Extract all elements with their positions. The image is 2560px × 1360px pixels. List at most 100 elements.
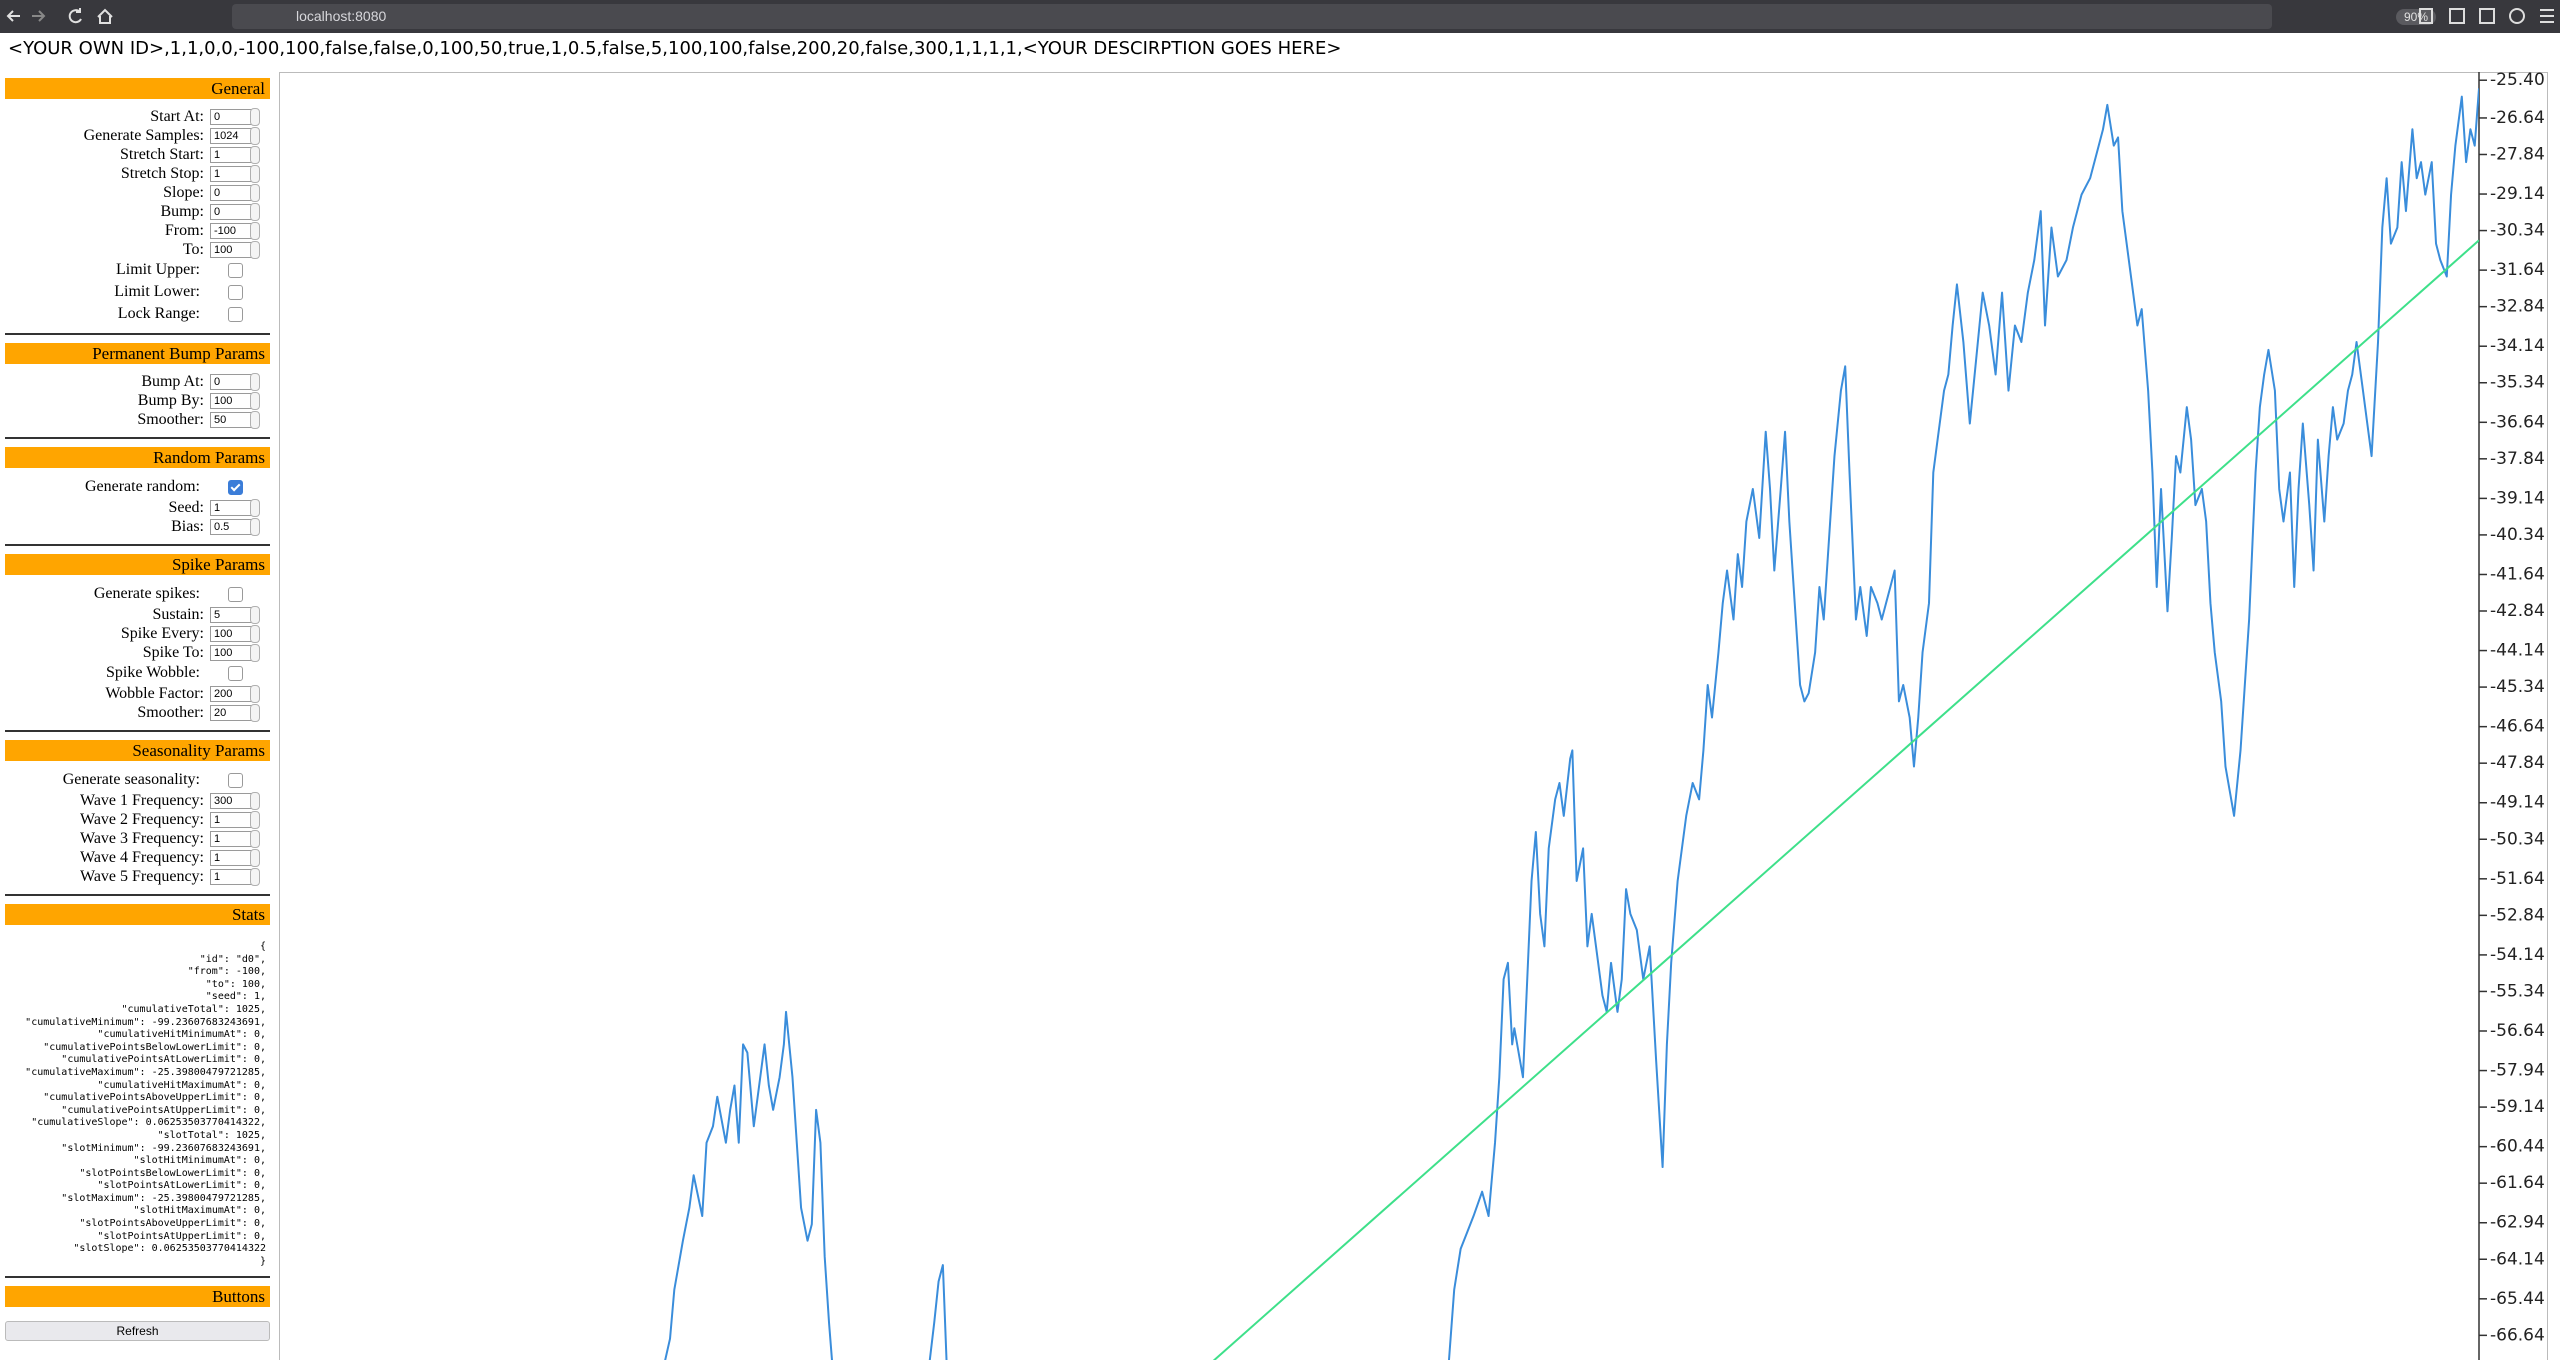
field-label: Stretch Start: — [120, 146, 204, 163]
spinner[interactable] — [250, 811, 260, 829]
number-input[interactable]: 1 — [210, 500, 253, 516]
number-input[interactable]: 0 — [210, 185, 253, 201]
stats-line: } — [259, 1255, 266, 1267]
spinner[interactable] — [250, 625, 260, 643]
number-input[interactable]: 100 — [210, 393, 253, 409]
checkbox[interactable] — [228, 666, 243, 681]
section-header: Seasonality Params — [5, 740, 270, 761]
field-row: Generate Samples: 1024 — [0, 126, 274, 145]
spinner[interactable] — [250, 222, 260, 240]
checkbox[interactable] — [228, 263, 243, 278]
field-label: Wave 4 Frequency: — [80, 849, 204, 866]
field-row: Stretch Start: 1 — [0, 145, 274, 164]
field-label: Wave 1 Frequency: — [80, 792, 204, 809]
number-input[interactable]: 1 — [210, 166, 253, 182]
number-input[interactable]: 300 — [210, 793, 253, 809]
field-label: Wobble Factor: — [105, 685, 204, 702]
field-label: Smoother: — [137, 704, 204, 721]
field-label: Bias: — [171, 518, 204, 535]
spinner[interactable] — [250, 644, 260, 662]
spinner[interactable] — [250, 792, 260, 810]
field-label: Generate Samples: — [83, 127, 204, 144]
number-input[interactable]: 1 — [210, 869, 253, 885]
divider — [5, 437, 270, 439]
spinner[interactable] — [250, 499, 260, 517]
stats-line: "slotPointsBelowLowerLimit": 0, — [79, 1167, 266, 1179]
spinner[interactable] — [250, 127, 260, 145]
spinner[interactable] — [250, 685, 260, 703]
y-tick-label: -45.34 — [2490, 677, 2545, 697]
spinner[interactable] — [250, 704, 260, 722]
spinner[interactable] — [250, 518, 260, 536]
spinner[interactable] — [250, 868, 260, 886]
field-list: Generate spikes: Sustain: 5 Spike Every: 100… — [0, 575, 274, 722]
number-input[interactable]: 0 — [210, 109, 253, 125]
number-input[interactable]: 100 — [210, 626, 253, 642]
y-tick-label: -65.44 — [2490, 1289, 2545, 1309]
stats-line: "slotHitMinimumAt": 0, — [133, 1155, 266, 1167]
checkbox[interactable] — [228, 773, 243, 788]
field-label: To: — [182, 241, 204, 258]
spinner[interactable] — [250, 203, 260, 221]
y-tick-label: -54.14 — [2490, 945, 2545, 965]
stats-line: "slotMaximum": -25.39800479721285, — [61, 1192, 266, 1204]
number-input[interactable]: 200 — [210, 686, 253, 702]
spinner[interactable] — [250, 184, 260, 202]
checkbox[interactable] — [228, 480, 243, 495]
toolbar-icons[interactable] — [2400, 0, 2560, 33]
field-row: Spike Wobble: — [0, 662, 274, 684]
spinner[interactable] — [250, 146, 260, 164]
field-label: Slope: — [163, 184, 204, 201]
stats-line: "cumulativeHitMaximumAt": 0, — [97, 1079, 266, 1091]
field-label: Spike To: — [142, 644, 204, 661]
stats-line: "cumulativeMinimum": -99.23607683243691, — [25, 1016, 266, 1028]
number-input[interactable]: 5 — [210, 607, 253, 623]
number-input[interactable]: 0.5 — [210, 519, 253, 535]
number-input[interactable]: 1024 — [210, 128, 253, 144]
spinner[interactable] — [250, 830, 260, 848]
number-input[interactable]: 1 — [210, 850, 253, 866]
spinner[interactable] — [250, 411, 260, 429]
number-input[interactable]: 1 — [210, 812, 253, 828]
y-tick-label: -40.34 — [2490, 525, 2545, 545]
spinner[interactable] — [250, 373, 260, 391]
spinner[interactable] — [250, 165, 260, 183]
number-input[interactable]: 1 — [210, 147, 253, 163]
checkbox[interactable] — [228, 307, 243, 322]
divider — [5, 544, 270, 546]
number-input[interactable]: 50 — [210, 412, 253, 428]
divider — [5, 333, 270, 335]
nav-buttons[interactable] — [0, 0, 120, 33]
y-tick-label: -50.34 — [2490, 829, 2545, 849]
spinner[interactable] — [250, 108, 260, 126]
field-row: Generate spikes: — [0, 583, 274, 605]
stats-line: "cumulativeSlope": 0.06253503770414322, — [31, 1117, 266, 1129]
y-tick-label: -52.84 — [2490, 905, 2545, 925]
y-tick-label: -56.64 — [2490, 1021, 2545, 1041]
y-tick-label: -44.14 — [2490, 641, 2545, 661]
checkbox[interactable] — [228, 285, 243, 300]
spinner[interactable] — [250, 849, 260, 867]
spinner[interactable] — [250, 606, 260, 624]
spinner[interactable] — [250, 241, 260, 259]
button[interactable]: Refresh — [5, 1321, 270, 1342]
field-label: From: — [164, 222, 204, 239]
y-tick-label: -59.14 — [2490, 1097, 2545, 1117]
stats-line: "cumulativeTotal": 1025, — [121, 1003, 267, 1015]
number-input[interactable]: 20 — [210, 705, 253, 721]
number-input[interactable]: 100 — [210, 242, 253, 258]
field-label: Sustain: — [152, 606, 204, 623]
url-bar[interactable]: localhost:8080 90% — [232, 4, 2437, 29]
field-row: Spike Every: 100 — [0, 624, 274, 643]
field-row: Bias: 0.5 — [0, 517, 274, 536]
number-input[interactable]: 0 — [210, 374, 253, 390]
checkbox[interactable] — [228, 587, 243, 602]
number-input[interactable]: 0 — [210, 204, 253, 220]
number-input[interactable]: -100 — [210, 223, 253, 239]
number-input[interactable]: 100 — [210, 645, 253, 661]
y-tick-label: -36.64 — [2490, 412, 2545, 432]
spinner[interactable] — [250, 392, 260, 410]
zoom-badge[interactable]: 90% — [2396, 9, 2437, 25]
number-input[interactable]: 1 — [210, 831, 253, 847]
field-row: Bump At: 0 — [0, 372, 274, 391]
